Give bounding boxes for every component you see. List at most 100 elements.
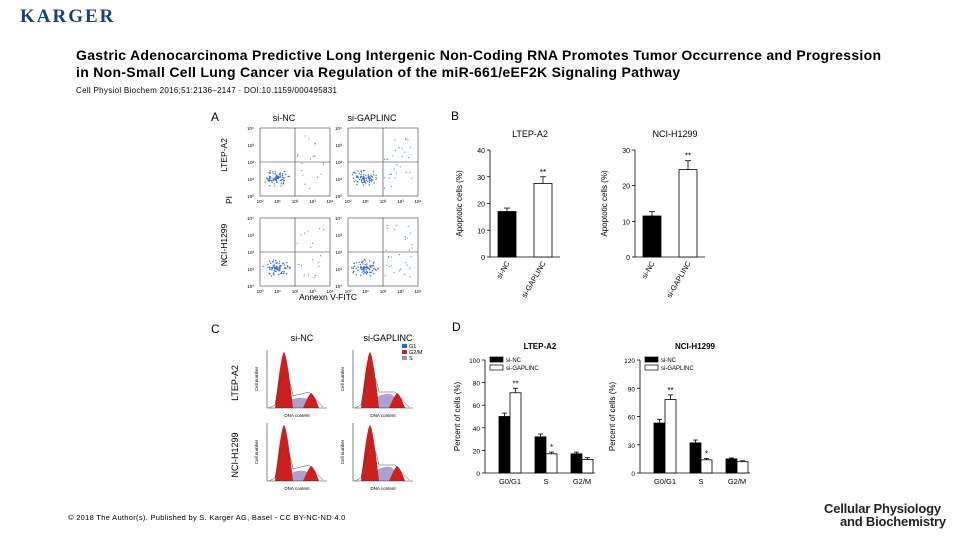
legend-swatch xyxy=(644,356,659,363)
panel-a-label: A xyxy=(211,110,219,124)
flow-x-tick: 10² xyxy=(292,289,299,294)
y-tick-label: 0 xyxy=(626,255,630,262)
y-tick-label: 20 xyxy=(477,202,485,209)
hist-x-label: DNA content xyxy=(370,486,396,491)
significance-marker: ** xyxy=(512,379,518,388)
flow-y-tick: 10⁴ xyxy=(335,126,342,131)
bar xyxy=(497,211,517,258)
panel-d-label: D xyxy=(452,320,461,334)
y-tick-label: 30 xyxy=(628,443,636,450)
y-tick-label: 20 xyxy=(473,448,481,455)
chart-title: LTEP-A2 xyxy=(524,342,557,351)
hist-fit-line xyxy=(268,447,324,482)
y-tick-label: 0 xyxy=(481,255,485,262)
legend-label: si-GAPLINC xyxy=(661,366,694,372)
flow-dots xyxy=(350,224,413,278)
y-axis-label: Percent of cells (%) xyxy=(453,381,462,451)
flow-x-tick: 10³ xyxy=(309,199,316,204)
flow-x-tick: 10¹ xyxy=(362,199,369,204)
copyright-notice: © 2018 The Author(s). Published by S. Ka… xyxy=(68,513,346,522)
flow-x-tick: 10⁰ xyxy=(345,289,352,294)
hist-g2m-peak xyxy=(389,466,405,481)
flow-x-tick: 10³ xyxy=(309,289,316,294)
y-tick-label: 0 xyxy=(631,471,635,478)
y-tick-label: 90 xyxy=(628,386,636,393)
bar xyxy=(642,215,662,258)
hist-y-label: Cell number xyxy=(340,366,345,391)
journal-line-2: and Biochemistry xyxy=(840,514,946,529)
flow-x-tick: 10³ xyxy=(397,289,404,294)
panel-a-col-label: si-GAPLINC xyxy=(347,113,397,123)
panel-c-cell-cycle: C si-NC si-GAPLINC LTEP-A2 NCI-H1299 G1 … xyxy=(211,322,423,491)
flow-x-tick: 10¹ xyxy=(274,289,281,294)
bar xyxy=(581,459,594,474)
flow-y-tick: 10⁰ xyxy=(335,194,342,199)
flow-y-tick: 10⁴ xyxy=(247,216,254,221)
chart-b-ltep-a2: LTEP-A2 Apoptotic cells (%) 0 10 20 30 40 si-NC… xyxy=(455,129,560,299)
flow-x-tick: 10² xyxy=(380,289,387,294)
hist-g1-peak xyxy=(361,425,379,481)
flow-y-tick: 10² xyxy=(247,250,254,255)
panel-c-label: C xyxy=(211,322,220,336)
category-label: si-NC xyxy=(495,259,512,280)
flow-x-tick: 10¹ xyxy=(362,289,369,294)
significance-marker: * xyxy=(550,443,553,452)
legend-swatch xyxy=(489,364,504,371)
bar xyxy=(725,458,738,474)
chart-title: NCI-H1299 xyxy=(675,342,716,351)
hist-x-label: DNA content xyxy=(284,413,310,418)
flow-y-tick: 10³ xyxy=(247,143,254,148)
flow-y-tick: 10⁴ xyxy=(335,216,342,221)
legend-swatch-g2m xyxy=(402,350,407,354)
y-tick-label: 10 xyxy=(477,228,485,235)
flow-y-tick: 10¹ xyxy=(247,177,254,182)
bar xyxy=(509,392,522,474)
bar xyxy=(570,453,583,474)
y-tick-label: 20 xyxy=(622,184,630,191)
hist-g2m-peak xyxy=(389,393,405,408)
panel-b-label: B xyxy=(451,109,460,123)
flow-x-tick: 10⁰ xyxy=(257,289,264,294)
legend-swatch-s xyxy=(402,356,407,360)
panel-a-x-axis-label: Annexn V-FITC xyxy=(299,292,357,302)
flow-y-tick: 10⁰ xyxy=(335,284,342,289)
flow-x-tick: 10⁰ xyxy=(257,199,264,204)
legend-swatch xyxy=(644,364,659,371)
flow-y-tick: 10¹ xyxy=(247,267,254,272)
flow-x-tick: 10⁴ xyxy=(327,199,334,204)
category-label: S xyxy=(698,477,703,486)
panel-a-row-label: LTEP-A2 xyxy=(219,138,229,172)
flow-y-tick: 10³ xyxy=(335,143,342,148)
flow-y-tick: 10¹ xyxy=(335,177,342,182)
y-tick-label: 30 xyxy=(622,148,630,155)
flow-y-tick: 10² xyxy=(335,160,342,165)
significance-marker: ** xyxy=(667,386,673,395)
category-label: S xyxy=(543,477,548,486)
legend-label: G1 xyxy=(409,344,416,350)
y-axis-label: Apoptotic cells (%) xyxy=(455,170,464,237)
flow-y-tick: 10⁰ xyxy=(247,284,254,289)
flow-y-tick: 10⁴ xyxy=(247,126,254,131)
hist-g1-peak xyxy=(275,352,293,408)
y-axis-label: Apoptotic cells (%) xyxy=(600,170,609,237)
panel-a-y-axis-label: PI xyxy=(224,196,234,204)
bar xyxy=(533,183,553,258)
legend-label: si-NC xyxy=(661,358,677,364)
flow-y-tick: 10³ xyxy=(247,233,254,238)
hist-fit-line xyxy=(354,373,410,409)
significance-marker: ** xyxy=(685,152,691,161)
flow-x-tick: 10² xyxy=(380,199,387,204)
hist-y-label: Cell number xyxy=(254,439,259,464)
hist-g1-peak xyxy=(361,352,379,408)
panel-a-row-label: NCI-H1299 xyxy=(219,223,229,266)
y-tick-label: 100 xyxy=(469,358,480,365)
category-label: G0/G1 xyxy=(499,477,521,486)
citation: Cell Physiol Biochem 2016;51:2136–2147 ·… xyxy=(76,86,338,95)
bar xyxy=(678,169,698,258)
flow-x-tick: 10³ xyxy=(397,199,404,204)
chart-d-ltep-a2: LTEP-A2 Percent of cells (%) 0 20 40 60 80 100 s… xyxy=(453,342,595,486)
category-label: G2/M xyxy=(573,477,591,486)
flow-x-tick: 10⁴ xyxy=(415,199,422,204)
chart-b-nci-h1299: NCI-H1299 Apoptotic cells (%) 0 10 20 30 si-NC… xyxy=(600,129,705,299)
flow-x-tick: 10² xyxy=(292,199,299,204)
